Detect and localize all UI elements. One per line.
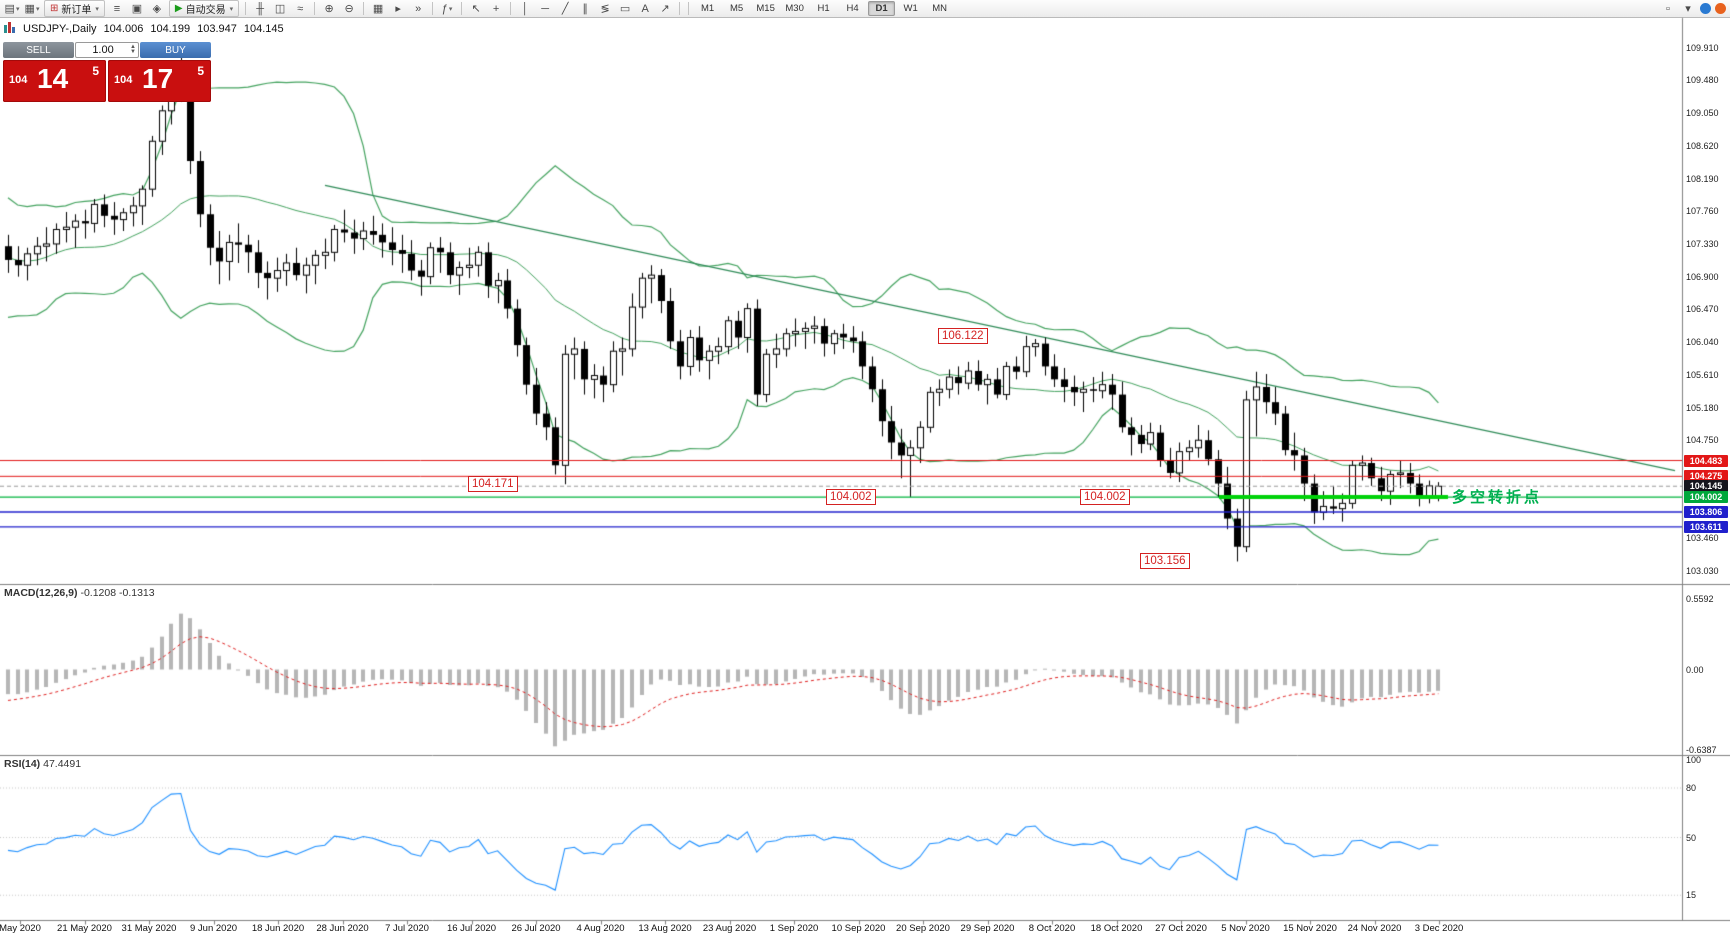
- volume-stepper[interactable]: 1.00 ▲ ▼: [75, 42, 139, 58]
- bid-main: 14: [37, 63, 69, 94]
- buy-button[interactable]: BUY: [140, 42, 211, 58]
- one-click-trading-panel: SELL 1.00 ▲ ▼ BUY 104 14 5 104 17 5: [3, 42, 211, 102]
- volume-spin-arrows[interactable]: ▲ ▼: [130, 44, 138, 55]
- bid-price-box[interactable]: 104 14 5: [3, 60, 106, 102]
- volume-up-icon[interactable]: ▲: [130, 44, 136, 50]
- ask-main: 17: [142, 63, 174, 94]
- volume-value[interactable]: 1.00: [92, 44, 114, 56]
- bid-int: 104: [9, 74, 28, 86]
- ask-sup: 5: [197, 64, 204, 78]
- sell-button[interactable]: SELL: [3, 42, 74, 58]
- bid-sup: 5: [92, 64, 99, 78]
- ask-int: 104: [114, 74, 133, 86]
- volume-down-icon[interactable]: ▼: [130, 49, 136, 55]
- ask-price-box[interactable]: 104 17 5: [108, 60, 211, 102]
